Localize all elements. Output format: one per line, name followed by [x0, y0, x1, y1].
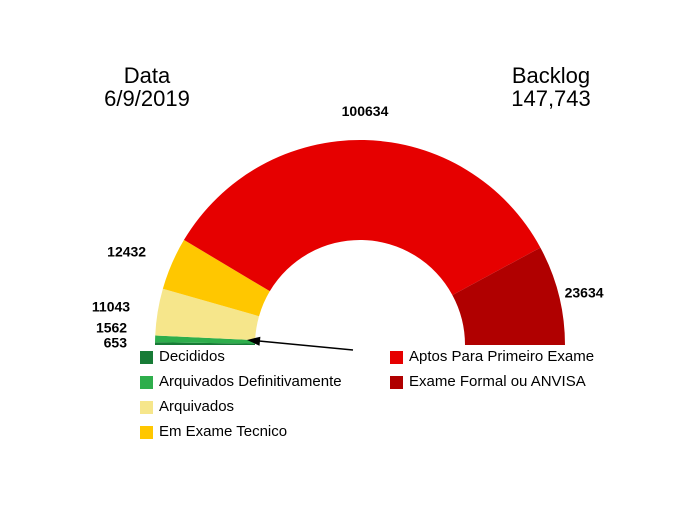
value-label-arquivados-definitivamente: 1562 [96, 319, 127, 335]
legend-swatch-exame-formal-ou-anvisa [390, 375, 403, 389]
legend-label: Decididos [159, 348, 225, 365]
date-label: Data [123, 63, 171, 88]
legend-item-aptos-para-primeiro-exame: Aptos Para Primeiro Exame [390, 349, 594, 365]
backlog-value: 147,743 [511, 86, 591, 111]
value-label-exame-formal-ou-anvisa: 23634 [565, 284, 604, 300]
legend-label: Em Exame Tecnico [159, 423, 288, 440]
legend-left-column: Decididos Arquivados Definitivamente Arqui… [140, 349, 342, 440]
segment-decididos [155, 342, 256, 345]
date-value: 6/9/2019 [104, 86, 190, 111]
date-title: Data 6/9/2019 [85, 64, 209, 110]
legend-right-column: Aptos Para Primeiro Exame Exame Formal ou… [390, 349, 594, 390]
legend-item-exame-formal-ou-anvisa: Exame Formal ou ANVISA [390, 374, 594, 390]
legend-swatch-em-exame-tecnico [140, 425, 153, 439]
legend-item-decididos: Decididos [140, 349, 342, 365]
legend-label: Aptos Para Primeiro Exame [409, 348, 595, 365]
value-label-aptos-para-primeiro-exame: 100634 [342, 103, 389, 119]
legend-item-arquivados-definitivamente: Arquivados Definitivamente [140, 374, 342, 390]
segment-em-exame-tecnico [162, 239, 270, 317]
backlog-label: Backlog [511, 63, 591, 88]
segment-arquivados-definitivamente [155, 335, 256, 344]
legend-swatch-arquivados-definitivamente [140, 375, 153, 389]
annotation-arrow [247, 336, 354, 351]
legend-item-em-exame-tecnico: Em Exame Tecnico [140, 424, 342, 440]
segment-exame-formal-ou-anvisa [452, 247, 565, 345]
backlog-title: Backlog 147,743 [489, 64, 613, 110]
legend-label: Arquivados Definitivamente [159, 373, 342, 390]
value-label-arquivados: 11043 [92, 298, 130, 314]
legend-item-arquivados: Arquivados [140, 399, 342, 415]
legend-label: Arquivados [159, 398, 235, 415]
segment-aptos-para-primeiro-exame [183, 140, 541, 296]
value-label-decididos: 653 [104, 334, 128, 350]
legend-swatch-aptos-para-primeiro-exame [390, 350, 403, 364]
legend-swatch-decididos [140, 350, 153, 364]
legend-label: Exame Formal ou ANVISA [409, 373, 586, 390]
value-label-em-exame-tecnico: 12432 [107, 244, 146, 260]
segment-arquivados [155, 288, 260, 341]
legend-swatch-arquivados [140, 400, 153, 414]
